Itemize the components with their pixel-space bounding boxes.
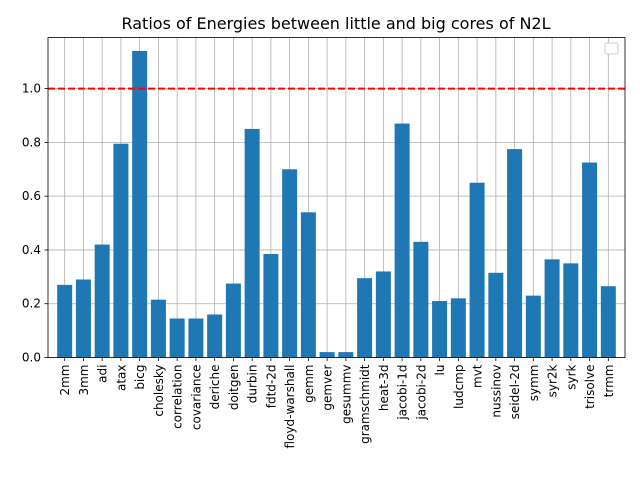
x-tick-label-doitgen: doitgen [227, 365, 241, 411]
x-tick-label-correlation: correlation [171, 365, 185, 429]
y-tick-label: 0.2 [22, 297, 41, 311]
x-tick-label-bicg: bicg [133, 365, 147, 390]
y-tick-label: 0.0 [22, 351, 41, 365]
x-tick-label-floyd-warshall: floyd-warshall [283, 365, 297, 449]
y-tick-label: 0.8 [22, 135, 41, 149]
x-tick-label-mvt: mvt [471, 364, 485, 388]
y-tick-label: 1.0 [22, 82, 41, 96]
bar-trisolve [582, 162, 598, 358]
bar-fdtd-2d [263, 253, 279, 358]
x-tick-label-jacobi-2d: jacobi-2d [414, 365, 428, 421]
bar-2mm [57, 284, 73, 358]
bar-jacobi-2d [413, 241, 429, 358]
x-axis: 2mm 3mm adi atax bicg cholesky correlation cova… [58, 357, 616, 449]
x-tick-label-seidel-2d: seidel-2d [508, 365, 522, 420]
bar-nussinov [488, 272, 504, 358]
bar-atax [113, 143, 129, 358]
bar-gesummv [338, 352, 354, 358]
x-tick-label-gemver: gemver [321, 364, 335, 410]
y-tick-label: 0.4 [22, 243, 41, 257]
x-tick-label-durbin: durbin [246, 365, 260, 404]
x-tick-label-jacobi-1d: jacobi-1d [396, 365, 410, 421]
bar-symm [525, 295, 541, 358]
bar-seidel-2d [507, 149, 523, 358]
x-tick-label-fdtd-2d: fdtd-2d [264, 365, 278, 409]
bar-doitgen [225, 283, 241, 358]
bars [57, 50, 616, 358]
x-tick-label-nussinov: nussinov [489, 364, 503, 417]
x-tick-label-gesummv: gesummv [339, 365, 353, 424]
x-tick-label-2mm: 2mm [58, 365, 72, 396]
bar-gemver [319, 352, 335, 358]
bar-correlation [169, 318, 185, 358]
x-tick-label-ludcmp: ludcmp [452, 365, 466, 409]
chart-title: Ratios of Energies between little and bi… [121, 14, 550, 33]
bar-syr2k [544, 259, 560, 358]
bar-gemm [300, 212, 316, 358]
x-tick-label-gramschmidt: gramschmidt [358, 364, 372, 444]
bar-heat-3d [375, 271, 391, 358]
y-axis: 0.0 0.2 0.4 0.6 0.8 1.0 [22, 82, 48, 365]
bar-durbin [244, 128, 260, 358]
bar-syrk [563, 263, 579, 358]
bar-deriche [207, 314, 223, 358]
x-tick-label-symm: symm [527, 365, 541, 402]
x-tick-label-adi: adi [96, 365, 110, 383]
bar-cholesky [150, 299, 166, 358]
x-tick-label-trmm: trmm [602, 365, 616, 398]
bar-jacobi-1d [394, 123, 410, 358]
bar-3mm [75, 279, 91, 358]
bar-lu [432, 301, 448, 358]
bar-floyd-warshall [282, 169, 298, 358]
bar-mvt [469, 182, 485, 358]
bar-covariance [188, 318, 204, 358]
x-tick-label-lu: lu [433, 365, 447, 376]
bar-adi [94, 244, 110, 358]
x-tick-label-covariance: covariance [189, 365, 203, 431]
x-tick-label-3mm: 3mm [77, 365, 91, 396]
x-tick-label-syrk: syrk [564, 364, 578, 389]
legend-box [604, 42, 619, 55]
x-tick-label-syr2k: syr2k [546, 364, 560, 397]
x-tick-label-heat-3d: heat-3d [377, 365, 391, 412]
x-tick-label-atax: atax [114, 365, 128, 392]
x-tick-label-cholesky: cholesky [152, 365, 166, 417]
plot-frame [47, 37, 626, 358]
bar-ludcmp [450, 298, 466, 358]
x-tick-label-trisolve: trisolve [583, 365, 597, 409]
x-tick-label-gemm: gemm [302, 365, 316, 403]
y-tick-label: 0.6 [22, 189, 41, 203]
bar-trmm [600, 286, 616, 358]
bar-bicg [132, 50, 148, 358]
bar-gramschmidt [357, 278, 373, 358]
x-tick-label-deriche: deriche [208, 365, 222, 410]
